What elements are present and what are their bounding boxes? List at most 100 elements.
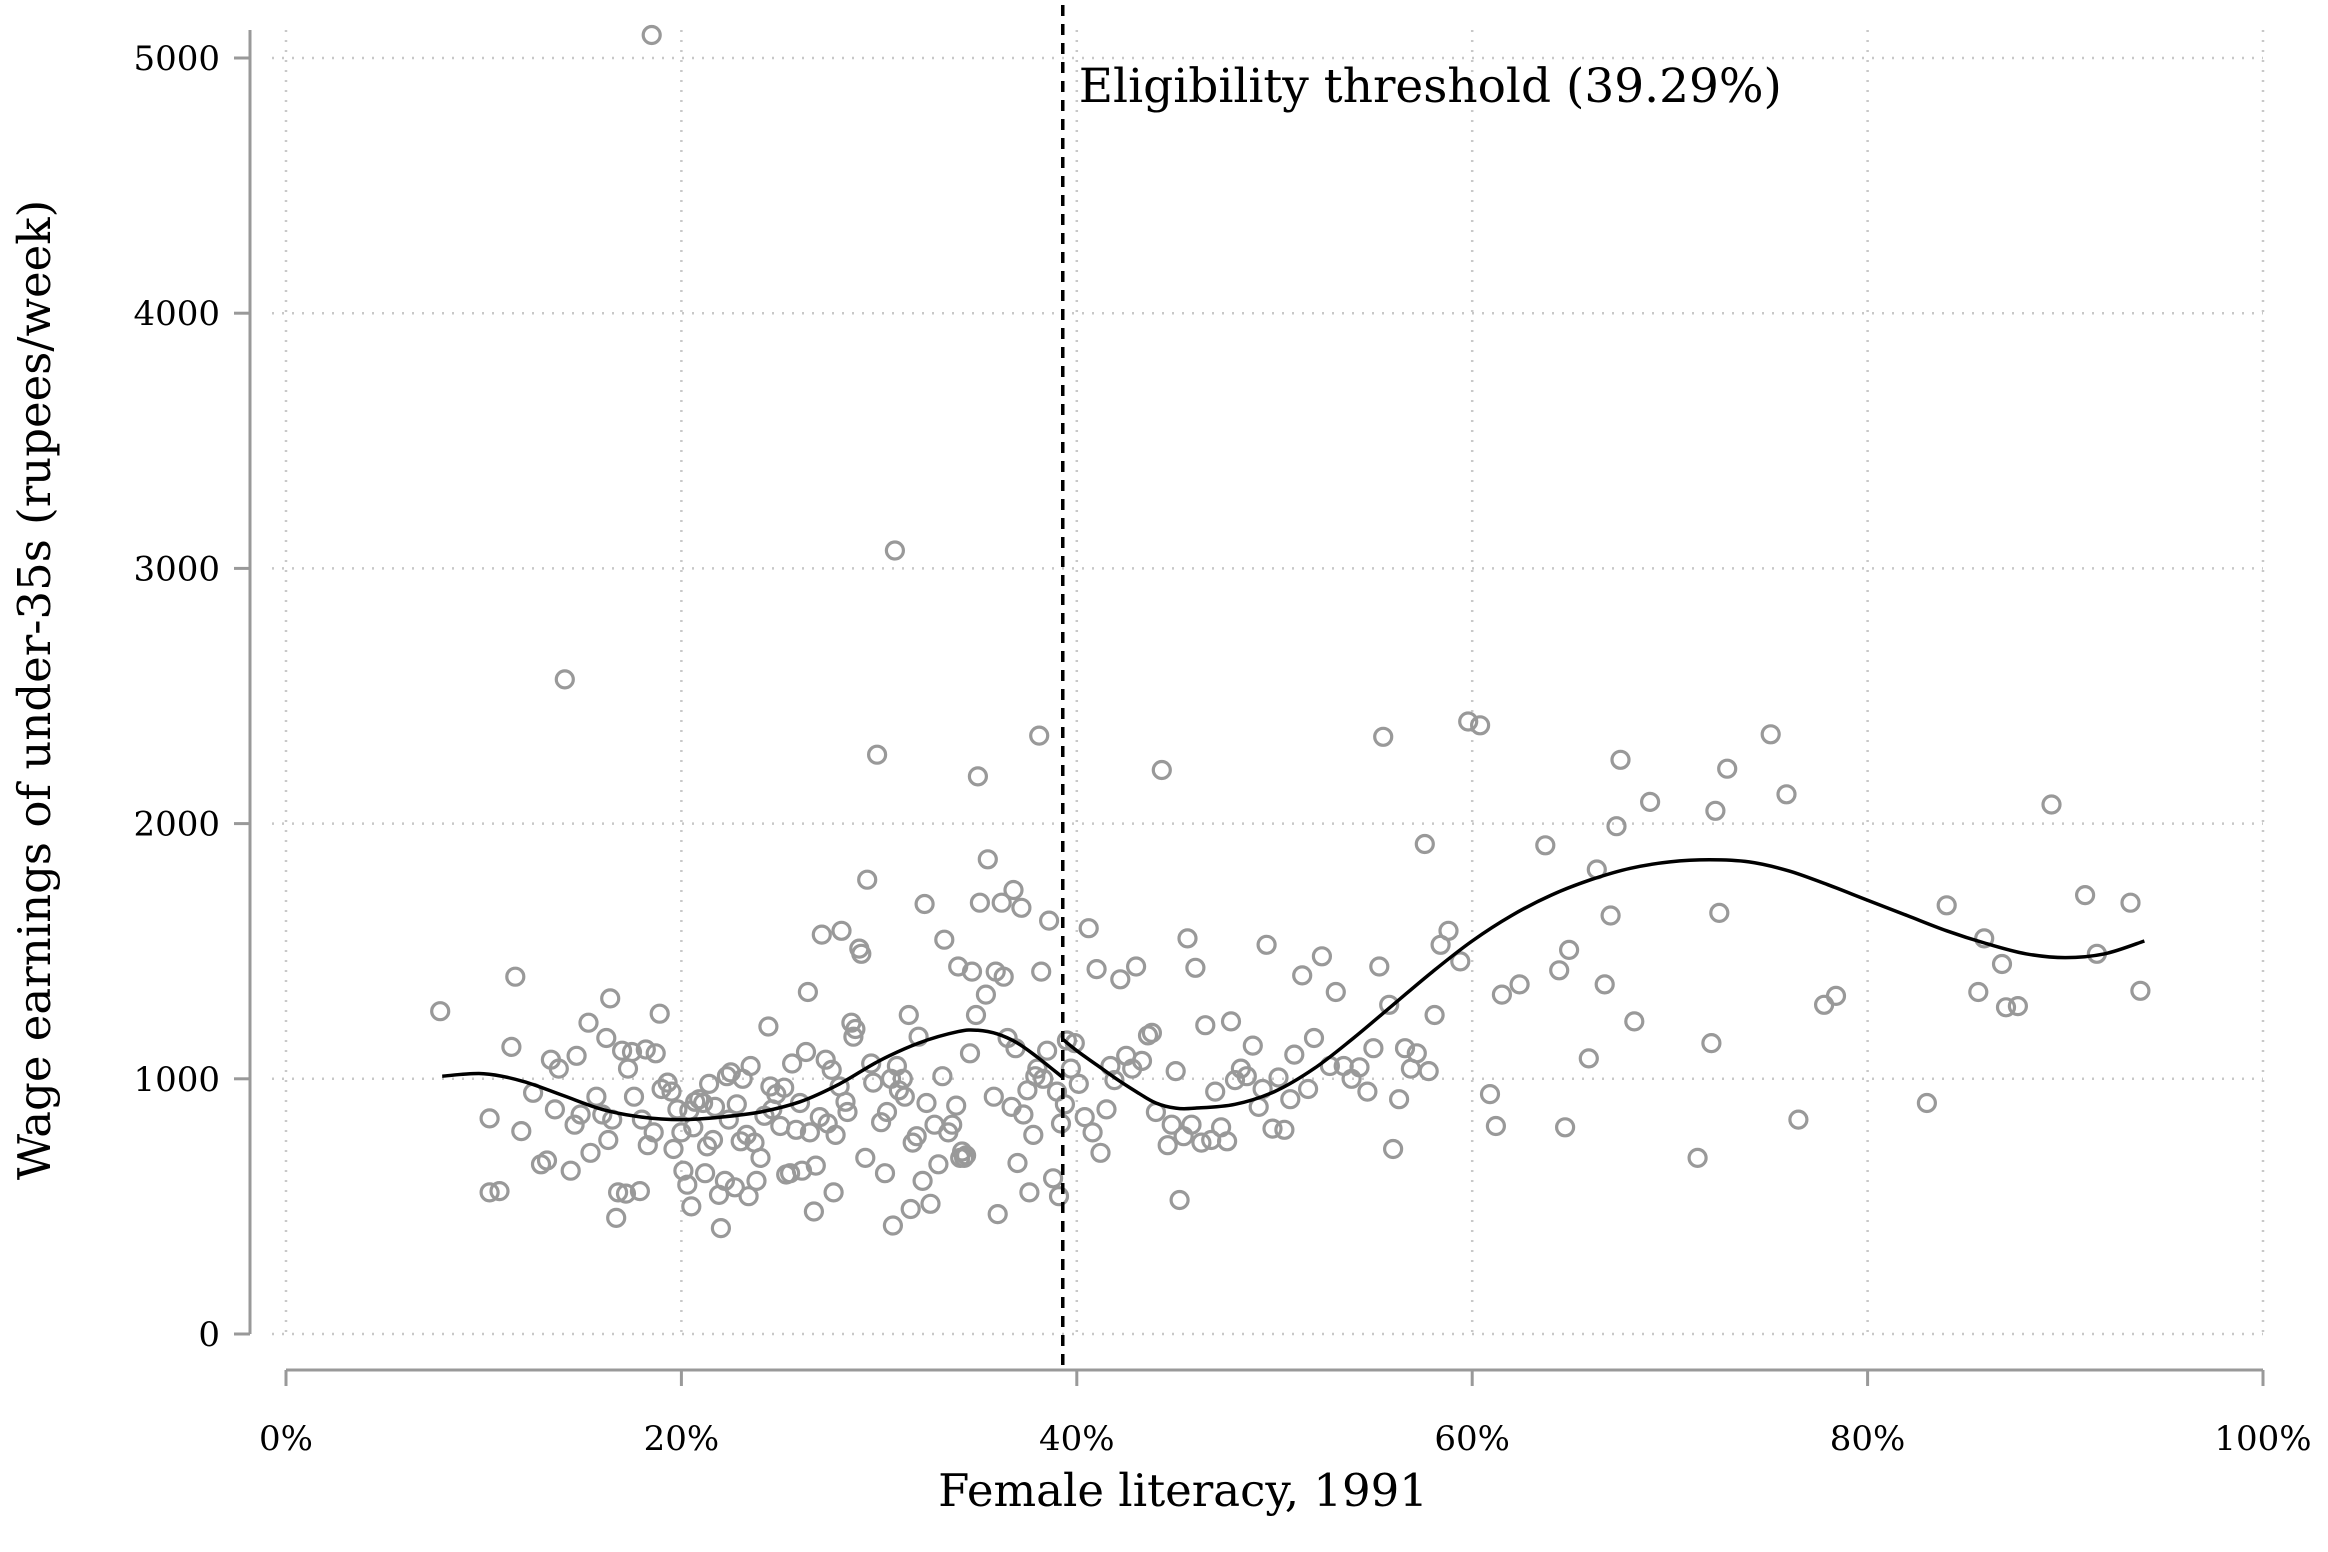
data-point	[661, 1081, 682, 1102]
data-point	[1687, 1147, 1708, 1169]
data-point	[1262, 1118, 1283, 1139]
data-point	[781, 1053, 803, 1074]
data-point	[702, 1129, 724, 1151]
data-point	[983, 1086, 1004, 1107]
data-point	[740, 1055, 761, 1077]
data-point	[692, 1092, 714, 1114]
data-point	[615, 1183, 637, 1204]
data-point	[1169, 1189, 1190, 1211]
data-point	[1388, 1089, 1410, 1110]
data-point	[1760, 724, 1781, 745]
data-point	[1776, 784, 1797, 805]
y-axis: 0 1000 2000 3000 4000 5000	[133, 30, 252, 1355]
data-point	[1236, 1066, 1257, 1087]
data-point	[1491, 984, 1513, 1005]
data-points	[430, 24, 2151, 1239]
data-point	[1042, 1168, 1064, 1189]
data-point	[681, 1196, 702, 1217]
data-point	[861, 1053, 882, 1074]
data-point	[1161, 1114, 1182, 1135]
data-point	[1011, 897, 1032, 918]
data-point	[2041, 794, 2062, 815]
threshold-group: Eligibility threshold (39.29%)	[1061, 5, 1782, 1370]
data-point	[544, 1099, 566, 1120]
data-point	[821, 1059, 842, 1081]
data-point	[611, 1040, 633, 1061]
data-point	[900, 1198, 921, 1220]
data-point	[645, 1043, 666, 1064]
data-point	[592, 1104, 613, 1125]
data-point	[1013, 1104, 1034, 1125]
data-point	[1379, 994, 1400, 1015]
fit-line-right	[1061, 858, 2145, 1111]
data-point	[987, 1203, 1008, 1225]
data-point	[1418, 1060, 1439, 1082]
data-point	[1995, 997, 2017, 1018]
data-point	[479, 1108, 500, 1129]
data-point	[1610, 749, 1631, 770]
data-point	[617, 1058, 639, 1079]
y-axis-title: Wage earnings of under-35s (rupees/week)	[8, 200, 61, 1180]
data-point	[758, 1016, 779, 1037]
data-point	[1096, 1099, 1117, 1120]
data-point	[942, 1114, 963, 1135]
data-point	[1717, 758, 1738, 779]
data-point	[1373, 726, 1394, 747]
data-point	[1639, 791, 1661, 813]
gridlines	[272, 30, 2265, 1336]
data-point	[928, 1154, 949, 1175]
data-point	[671, 1122, 692, 1143]
x-tick-label: 100%	[2214, 1419, 2311, 1459]
data-point	[894, 1086, 915, 1107]
y-tick-label: 1000	[133, 1060, 220, 1100]
data-point	[643, 1122, 664, 1143]
data-point	[1991, 953, 2013, 975]
data-point	[1256, 934, 1277, 955]
data-point	[1916, 1092, 1938, 1114]
data-point	[857, 869, 878, 890]
data-point	[489, 1180, 510, 1202]
data-point	[1195, 1015, 1216, 1036]
data-point	[1558, 939, 1580, 961]
data-point	[1104, 1069, 1125, 1091]
data-point	[1165, 1060, 1186, 1082]
data-point	[1414, 833, 1435, 855]
data-point	[1110, 969, 1131, 990]
data-point	[1549, 960, 1570, 981]
data-point	[1394, 1038, 1416, 1059]
data-point	[1297, 1078, 1319, 1100]
data-point	[835, 1091, 856, 1112]
data-point	[1086, 958, 1107, 980]
data-point	[1292, 965, 1313, 986]
x-tick-label: 0%	[259, 1419, 313, 1459]
data-point	[815, 1049, 836, 1070]
data-point	[884, 540, 906, 561]
data-point	[975, 984, 997, 1005]
data-point	[578, 1012, 599, 1033]
data-point	[1936, 895, 1957, 916]
data-point	[1050, 1113, 1072, 1134]
data-point	[2120, 892, 2141, 913]
data-point	[1303, 1027, 1325, 1049]
data-point	[505, 966, 526, 987]
data-point	[1274, 1119, 1295, 1140]
data-point	[1469, 715, 1491, 736]
fit-lines	[442, 858, 2145, 1122]
data-point	[1624, 1011, 1645, 1032]
data-point	[1578, 1048, 1599, 1069]
data-point	[714, 1170, 736, 1192]
data-point	[1349, 1057, 1370, 1078]
data-point	[1181, 1114, 1202, 1135]
data-point	[1151, 759, 1172, 781]
data-point	[1023, 1124, 1044, 1146]
data-point	[606, 1207, 627, 1229]
data-point	[965, 1004, 987, 1026]
data-point	[1033, 1068, 1054, 1089]
x-axis: 0% 20% 40% 60% 80% 100%	[259, 1368, 2312, 1459]
data-point	[1224, 1069, 1246, 1091]
data-point	[1036, 1040, 1058, 1061]
data-point	[1424, 1004, 1445, 1026]
data-point	[724, 1177, 745, 1198]
data-point	[1054, 1094, 1076, 1115]
